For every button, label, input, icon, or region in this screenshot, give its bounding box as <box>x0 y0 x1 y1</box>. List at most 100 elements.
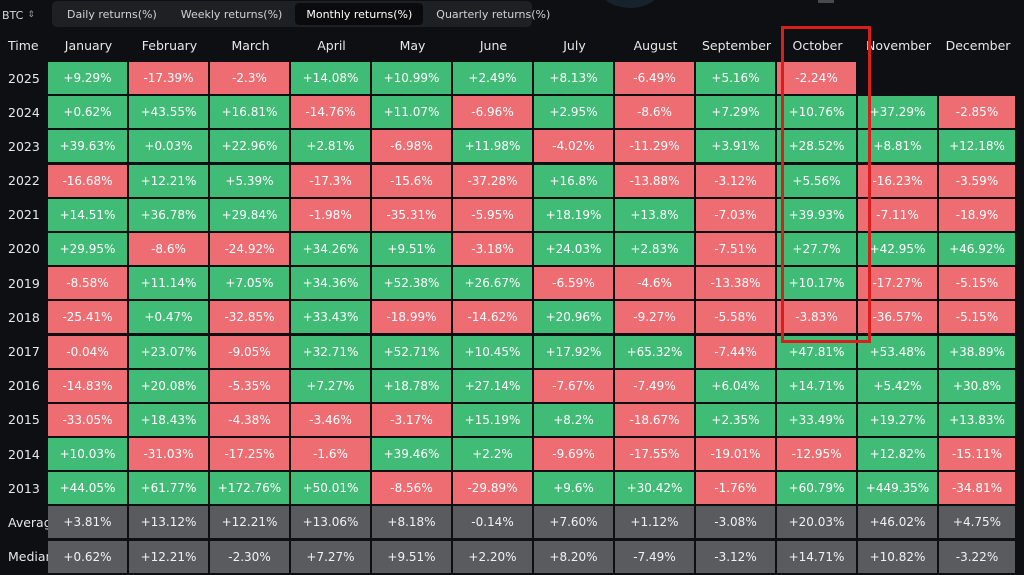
return-cell: +3.81% <box>48 506 127 539</box>
return-cell: +5.39% <box>210 164 289 197</box>
return-cell: -8.6% <box>129 232 208 265</box>
row-label: 2025 <box>8 70 40 86</box>
return-cell: -2.24% <box>777 62 856 94</box>
return-cell: -37.28% <box>453 164 532 197</box>
return-cell: +3.91% <box>696 130 775 163</box>
month-header-september: September <box>701 37 772 53</box>
return-cell: -2.30% <box>210 540 289 573</box>
return-cell: +11.14% <box>129 267 208 300</box>
return-cell: +15.19% <box>453 403 532 436</box>
return-cell: +13.83% <box>939 403 1015 436</box>
return-cell: +26.67% <box>453 267 532 300</box>
return-cell: -6.98% <box>372 130 451 163</box>
return-cell: -8.6% <box>615 96 694 129</box>
return-cell: -5.15% <box>939 267 1015 300</box>
return-cell: -7.03% <box>696 198 775 231</box>
return-cell: -4.02% <box>534 130 613 163</box>
return-cell: +28.52% <box>777 130 856 163</box>
return-cell: -17.55% <box>615 438 694 471</box>
return-cell: +10.76% <box>777 96 856 129</box>
return-cell: +7.05% <box>210 267 289 300</box>
return-cell: -31.03% <box>129 438 208 471</box>
tab-weekly-returns[interactable]: Weekly returns(%) <box>180 7 283 21</box>
return-cell: -5.15% <box>939 301 1015 334</box>
return-cell: +53.48% <box>858 335 937 368</box>
tab-quarterly-returns[interactable]: Quarterly returns(%) <box>436 7 551 21</box>
asset-select[interactable]: BTC ⇕ <box>2 5 44 25</box>
return-cell: -3.17% <box>372 403 451 436</box>
return-cell: +0.47% <box>129 301 208 334</box>
return-cell: -4.6% <box>615 267 694 300</box>
return-cell: -36.57% <box>858 301 937 334</box>
return-cell: +52.38% <box>372 267 451 300</box>
return-cell: +2.81% <box>291 130 370 163</box>
return-cell: -7.51% <box>696 232 775 265</box>
return-cell: +13.8% <box>615 198 694 231</box>
return-cell: +8.13% <box>534 62 613 94</box>
return-cell: +8.20% <box>534 540 613 573</box>
row-label: 2019 <box>8 275 40 291</box>
return-cell: -6.59% <box>534 267 613 300</box>
table-row: 2015 -33.05% +18.43% -4.38% -3.46% -3.17% +15.… <box>0 403 1024 436</box>
return-cell: -18.67% <box>615 403 694 436</box>
return-cell <box>858 62 937 94</box>
return-cell: +33.49% <box>777 403 856 436</box>
return-cell: -8.58% <box>48 267 127 300</box>
return-cell: +46.92% <box>939 232 1015 265</box>
decorative-bar <box>818 0 834 3</box>
row-label: 2017 <box>8 344 40 359</box>
return-cell: -19.01% <box>696 438 775 471</box>
return-cell: +449.35% <box>858 472 937 505</box>
return-cell: +8.2% <box>534 403 613 436</box>
return-cell: -13.88% <box>615 164 694 197</box>
return-cell: +44.05% <box>48 472 127 505</box>
return-cell: -18.9% <box>939 198 1015 231</box>
return-cell: -1.76% <box>696 472 775 505</box>
return-cell: -17.27% <box>858 267 937 300</box>
return-cell: +14.71% <box>777 369 856 402</box>
return-cell: +36.78% <box>129 198 208 231</box>
return-cell: +9.6% <box>534 472 613 505</box>
return-cell: -5.35% <box>210 369 289 402</box>
return-cell: +8.81% <box>858 130 937 163</box>
month-header-may: May <box>399 37 426 53</box>
return-cell: -14.62% <box>453 301 532 334</box>
table-header: Time January February March April May June Jul… <box>0 30 1024 60</box>
returns-tabs: Daily returns(%) Weekly returns(%) Month… <box>52 1 550 27</box>
return-cell: +2.2% <box>453 438 532 471</box>
return-cell: +47.81% <box>777 335 856 368</box>
return-cell: -7.49% <box>615 540 694 573</box>
return-cell: +2.49% <box>453 62 532 94</box>
month-header-october: October <box>792 37 843 53</box>
return-cell: -7.49% <box>615 369 694 402</box>
return-cell: +10.99% <box>372 62 451 94</box>
return-cell: +24.03% <box>534 232 613 265</box>
return-cell: -3.46% <box>291 403 370 436</box>
return-cell: +16.8% <box>534 164 613 197</box>
return-cell: -4.38% <box>210 403 289 436</box>
return-cell: +39.46% <box>372 438 451 471</box>
return-cell: +12.21% <box>129 164 208 197</box>
return-cell: -8.56% <box>372 472 451 505</box>
asset-label: BTC <box>2 8 24 22</box>
return-cell: -25.41% <box>48 301 127 334</box>
return-cell: -3.08% <box>696 506 775 539</box>
row-label: 2013 <box>8 480 40 496</box>
return-cell: +0.62% <box>48 540 127 573</box>
return-cell: +14.51% <box>48 198 127 231</box>
return-cell: +39.93% <box>777 198 856 231</box>
return-cell: -29.89% <box>453 472 532 505</box>
return-cell: +10.45% <box>453 335 532 368</box>
return-cell: -7.67% <box>534 369 613 402</box>
summary-row-average: Average +3.81% +13.12% +12.21% +13.06% +8.18%… <box>0 506 1024 539</box>
tab-daily-returns[interactable]: Daily returns(%) <box>67 7 157 21</box>
return-cell: +17.92% <box>534 335 613 368</box>
return-cell: -3.22% <box>939 540 1015 573</box>
month-header-january: January <box>64 37 113 53</box>
return-cell: +14.08% <box>291 62 370 94</box>
tab-monthly-returns[interactable]: Monthly returns(%) <box>295 3 424 25</box>
row-label: 2020 <box>8 241 40 257</box>
row-label: Median <box>8 549 54 565</box>
return-cell: +7.27% <box>291 369 370 402</box>
return-cell: +18.78% <box>372 369 451 402</box>
